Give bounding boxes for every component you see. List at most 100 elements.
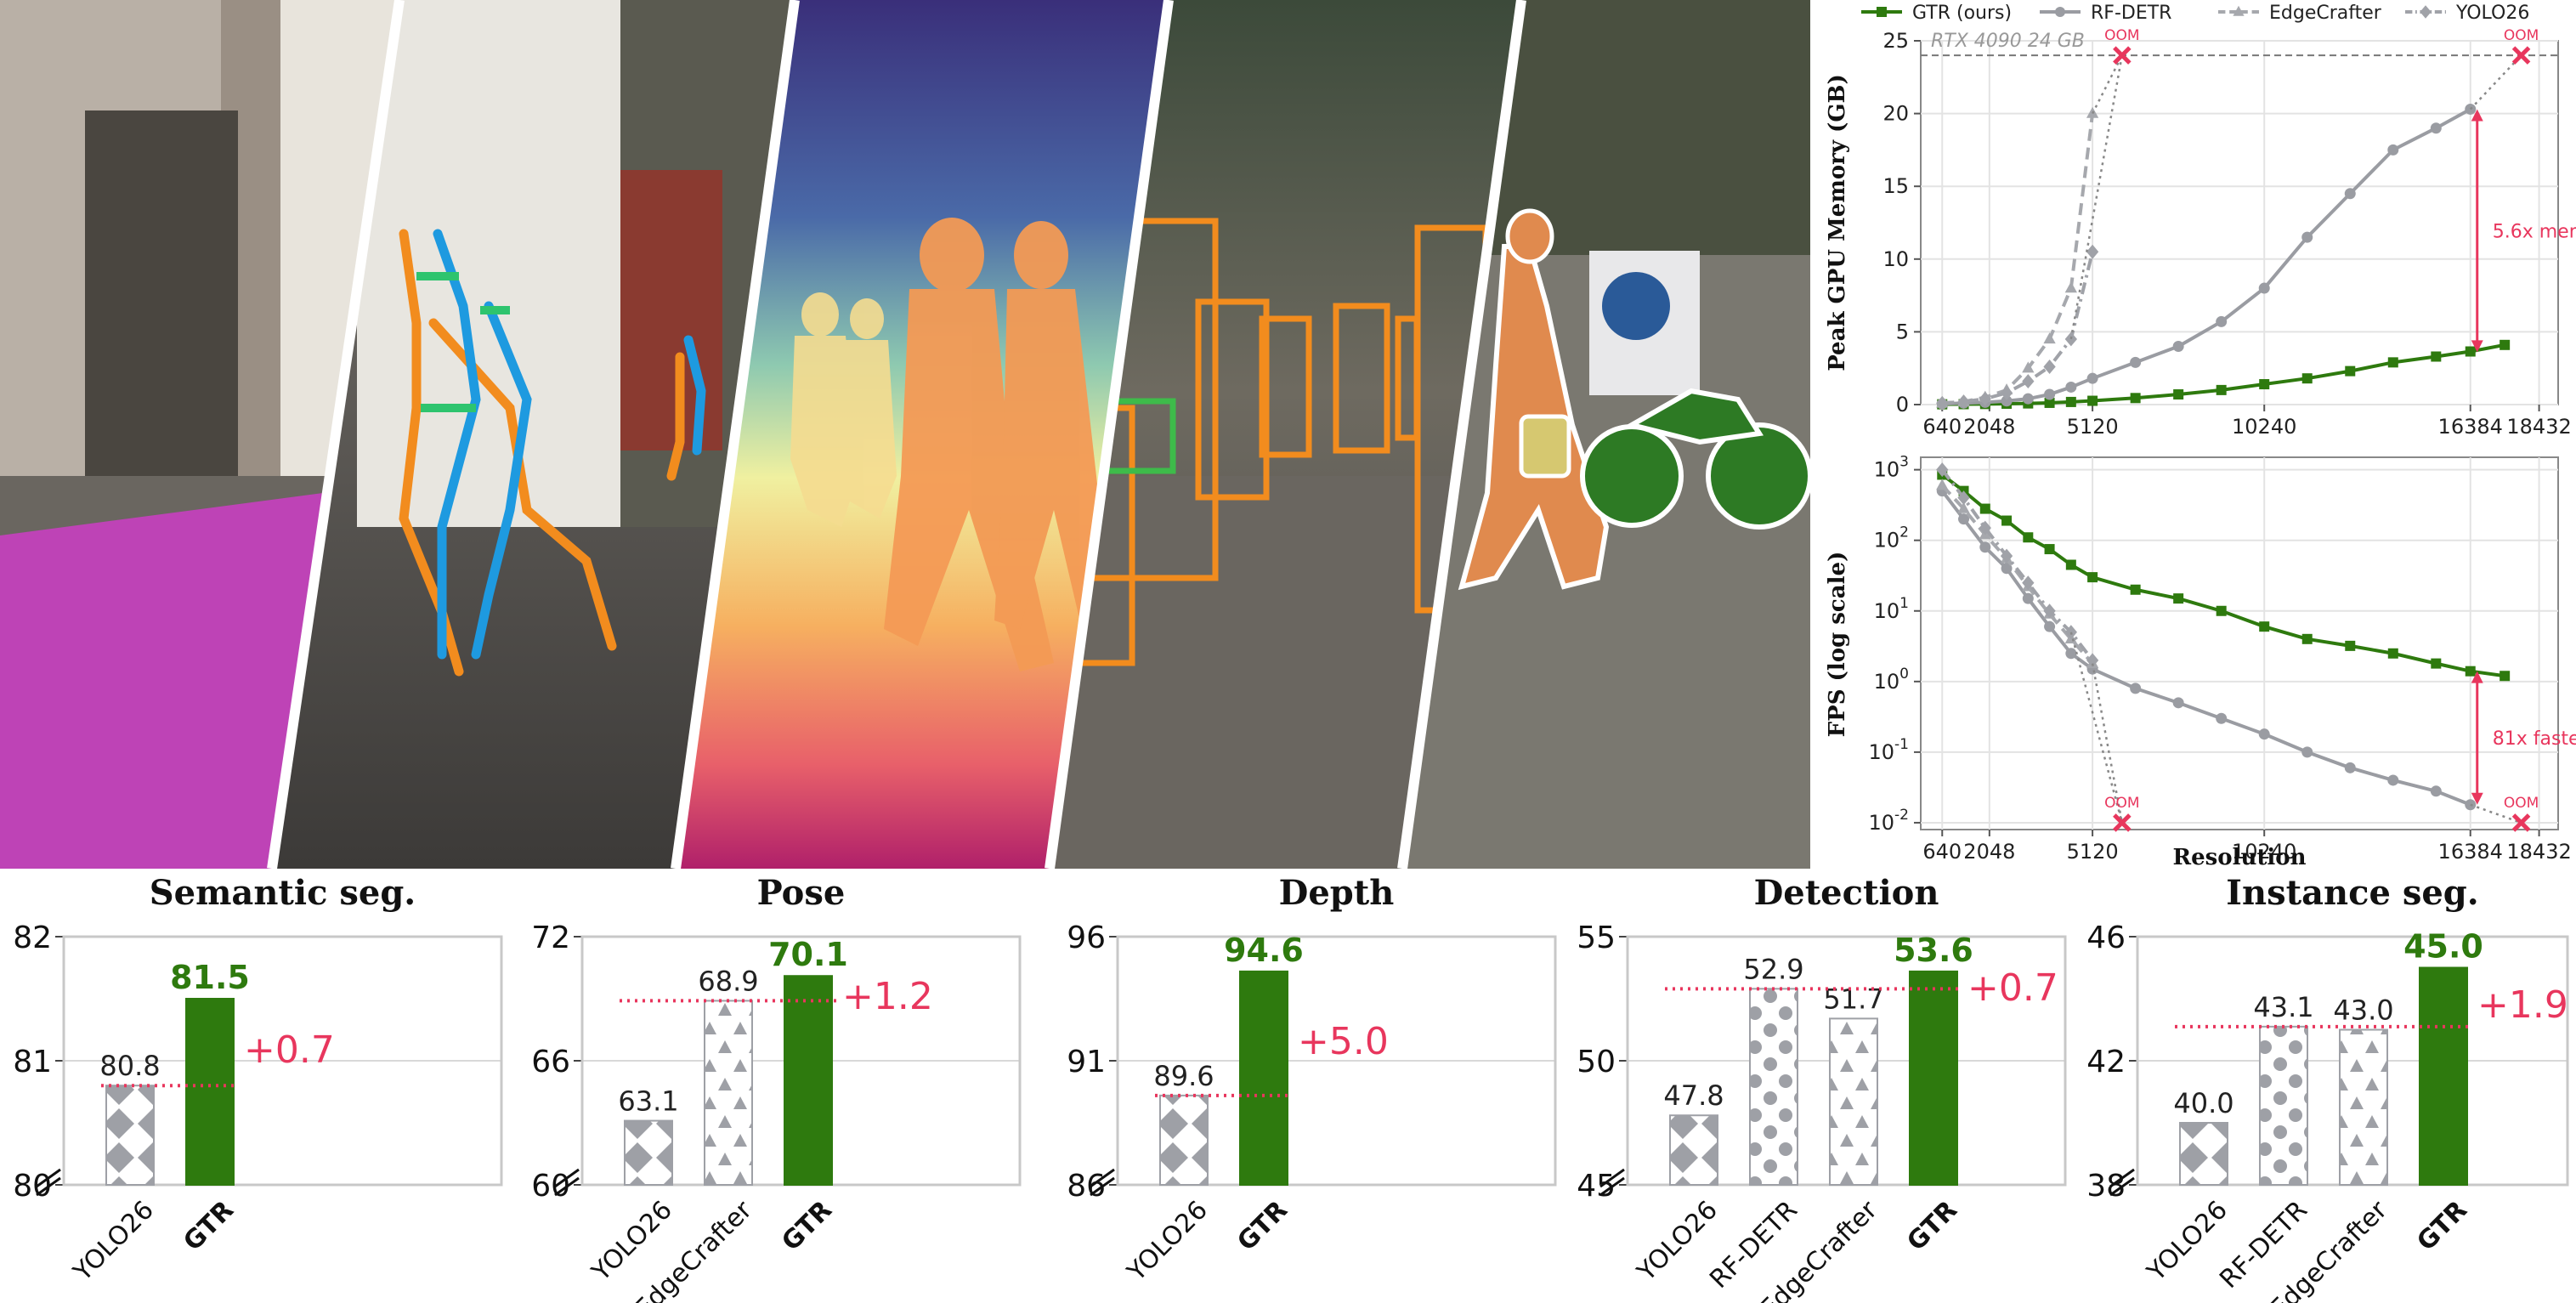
axis-break-icon [554,1168,580,1197]
bar-yolo26 [2179,1122,2228,1186]
data-point-gtr [2500,339,2511,350]
fps-plot-frame [1920,456,2559,830]
bar-value-label: 80.8 [99,1050,160,1082]
y-tick-label: 80 [13,1169,52,1204]
data-point-gtr [2301,373,2313,384]
axis-break-icon [36,1168,61,1197]
category-label: GTR [1231,1195,1294,1257]
legend-label: GTR (ours) [1912,3,2012,24]
data-point-edgecrafter [1936,479,1949,490]
x-tick-label: 640 [1922,415,1962,439]
data-point-rfdetr [2387,774,2399,786]
oom-marker [2511,813,2531,832]
data-point-rfdetr [2065,648,2077,660]
data-point-rfdetr [2001,395,2013,407]
x-tick-label: 2048 [1963,415,2015,439]
delta-label: +1.9 [2477,983,2568,1027]
data-point-rfdetr [2022,592,2034,604]
y-tick-label: 38 [2086,1169,2126,1204]
data-point-gtr [2044,544,2055,555]
y-tick-label: 86 [1067,1169,1106,1204]
oom-extension [2469,54,2522,110]
data-point-yolo26 [1936,395,1949,411]
data-point-rfdetr [2344,762,2356,773]
y-tick-label: 82 [13,921,52,955]
data-point-gtr [2065,559,2076,570]
data-point-gtr [2216,605,2227,616]
data-point-gtr [2465,666,2476,677]
memory-chart: GTR (ours) RF-DETR EdgeCrafter YOLO26 0 5 10 1… [1825,3,2576,439]
bar-gtr [784,975,833,1186]
bar-rf-detr [1749,988,1798,1186]
data-point-gtr [2465,346,2476,357]
data-point-gtr [2259,621,2270,632]
data-point-rfdetr [2301,231,2313,243]
data-point-rfdetr [2301,746,2313,758]
x-tick-label: 16384 [2438,840,2503,864]
data-point-gtr [2216,384,2227,395]
data-point-edgecrafter [2064,281,2077,293]
oom-label: OOM [2504,795,2539,812]
legend-entry-rfdetr: RF-DETR [2040,3,2171,24]
bar-value-label: 51.7 [1823,983,1883,1015]
data-point-rfdetr [2344,188,2356,200]
data-point-rfdetr [1979,541,1991,553]
memory-y-label: Peak GPU Memory (GB) [1825,74,1850,371]
data-point-gtr [2130,393,2141,404]
data-point-yolo26 [2022,575,2035,591]
y-tick-label: 66 [531,1045,570,1079]
category-label: GTR [178,1195,240,1257]
oom-extension [2069,54,2124,340]
bar-value-label: 70.1 [768,936,848,973]
x-tick-label: 18432 [2506,415,2571,439]
data-point-gtr [2387,648,2398,659]
x-tick-label: 18432 [2506,840,2571,864]
oom-marker [2113,46,2132,65]
x-tick-label: 5120 [2067,840,2119,864]
bar-chart-title: Instance seg. [2226,873,2478,913]
bar-value-label: 45.0 [2403,928,2483,966]
bar-value-label: 94.6 [1224,932,1304,969]
y-tick-label: 55 [1577,921,1616,955]
data-point-edgecrafter [2022,361,2035,373]
bar-value-label: 40.0 [2173,1087,2233,1119]
bar-value-label: 43.1 [2253,991,2313,1023]
fps-ratio-arrow [2471,671,2483,805]
data-point-gtr [2500,671,2511,682]
data-point-rfdetr [2044,388,2056,400]
data-point-yolo26 [1936,462,1949,478]
bar-chart-title: Depth [1279,873,1395,913]
data-point-rfdetr [2430,122,2442,134]
bar-rf-detr [2259,1025,2308,1186]
data-point-rfdetr [2172,341,2184,353]
bar-chart-pose: Pose60667263.1YOLO2668.9EdgeCrafter70.1G… [531,873,1022,1303]
y-tick-label: 46 [2086,921,2126,955]
data-point-rfdetr [1958,513,1970,525]
x-tick-label: 10240 [2232,840,2296,864]
data-point-gtr [2023,532,2034,543]
y-tick-label: 45 [1577,1169,1616,1204]
data-point-gtr [2387,357,2398,368]
data-point-yolo26 [2086,244,2099,259]
x-tick-label: 640 [1922,840,1962,864]
axis-break-icon [1090,1168,1115,1197]
data-point-rfdetr [2216,315,2228,327]
y-tick-label: 91 [1067,1045,1106,1079]
panel-instance-seg [1402,0,1810,869]
y-tick-label: 100 [1874,666,1909,694]
bar-yolo26 [624,1119,673,1187]
fps-chart: 10-2 10-1 100 101 102 103 640 2048 5120 10240 1638… [1825,454,2576,869]
x-tick-label: 5120 [2067,415,2119,439]
y-tick-label: 42 [2086,1045,2126,1079]
y-tick-label: 101 [1874,595,1909,623]
bar-value-label: 47.8 [1663,1079,1724,1112]
bar-value-label: 53.6 [1894,932,1973,969]
bar-edgecrafter [704,1000,753,1186]
y-tick-label: 103 [1874,454,1909,482]
delta-label: +1.2 [842,975,933,1018]
y-tick-label: 10-2 [1869,807,1910,835]
y-tick-label: 25 [1882,29,1909,53]
legend-marker-yolo26 [2420,5,2432,19]
y-tick-label: 81 [13,1045,52,1079]
fps-x-label: Resolution [2172,845,2306,869]
